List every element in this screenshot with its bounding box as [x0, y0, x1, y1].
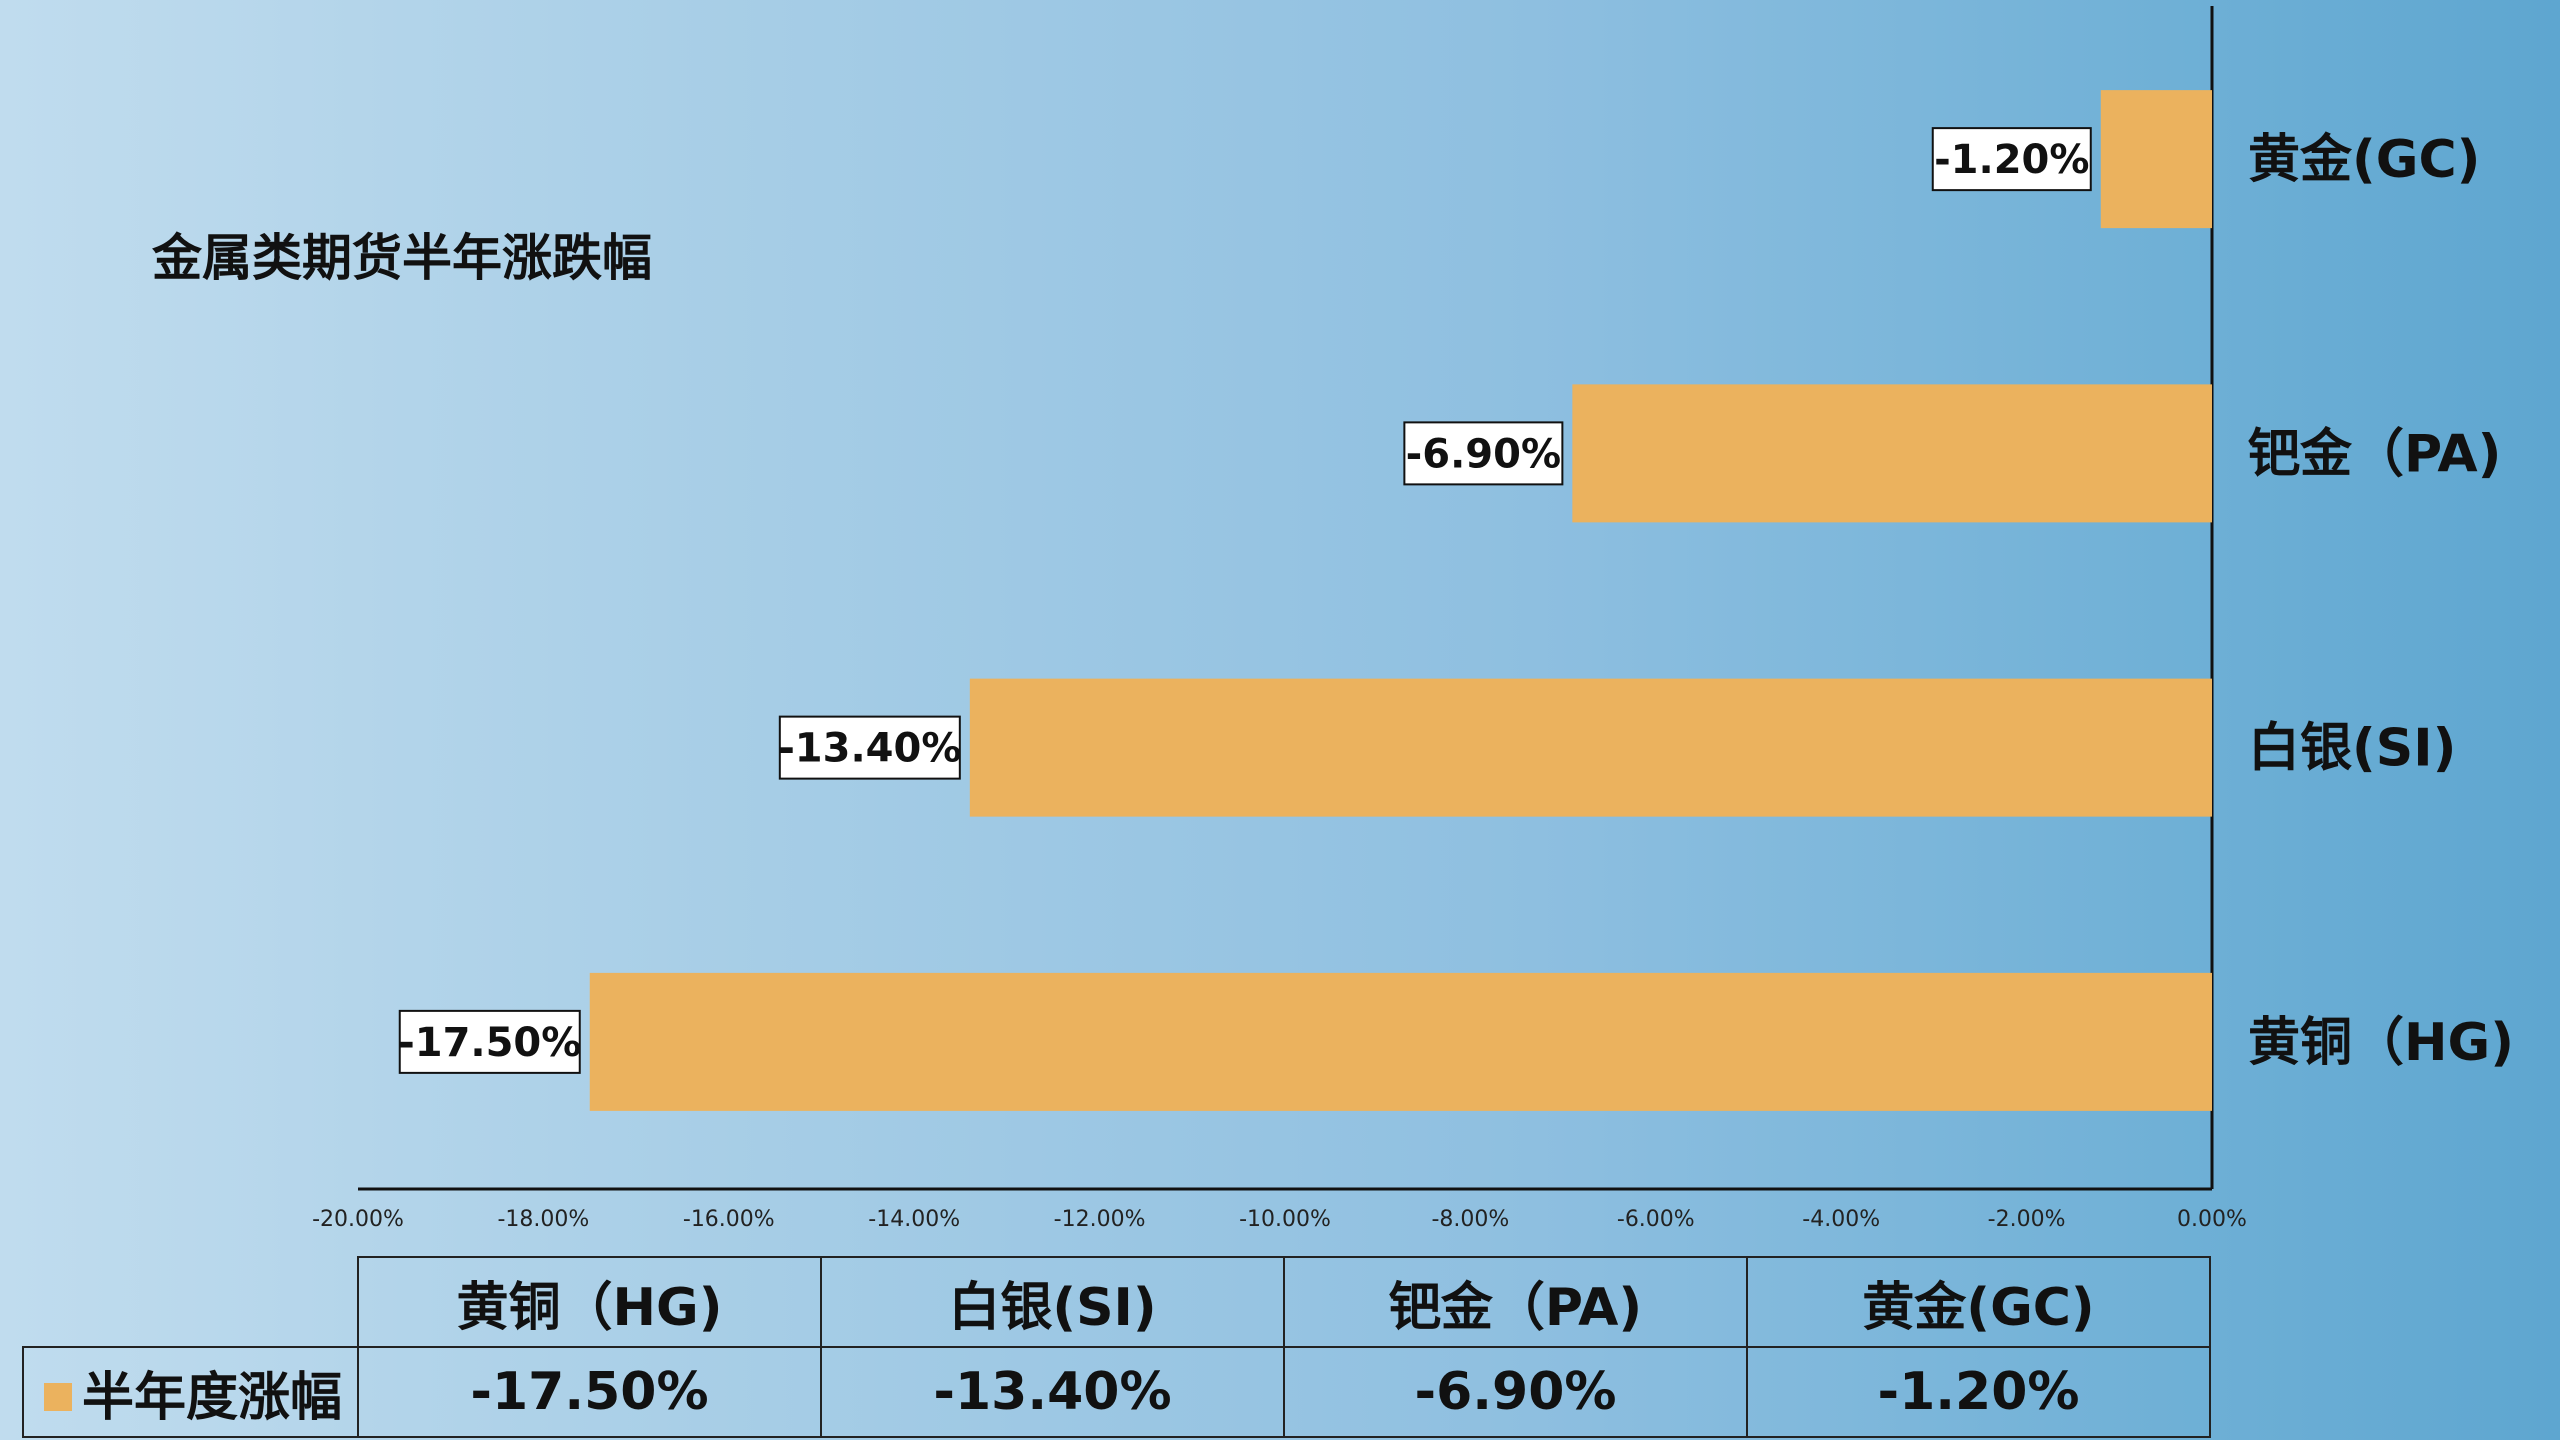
legend-label: 半年度涨幅	[82, 1367, 343, 1428]
bar	[1572, 384, 2212, 523]
bar	[2100, 90, 2212, 229]
bar	[589, 972, 2212, 1111]
x-tick-label: -4.00%	[1802, 1207, 1880, 1232]
data-table-col-header: 黄金(GC)	[1746, 1256, 2211, 1348]
category-label: 钯金（PA)	[2248, 424, 2501, 484]
x-tick-label: 0.00%	[2177, 1207, 2247, 1232]
data-label: -1.20%	[1934, 137, 2089, 183]
category-label: 黄金(GC)	[2248, 130, 2480, 190]
bar	[969, 678, 2212, 817]
x-tick-label: -6.00%	[1617, 1207, 1695, 1232]
category-label: 黄铜（HG)	[2248, 1013, 2514, 1073]
data-label: -13.40%	[778, 726, 961, 772]
legend-swatch	[44, 1382, 72, 1411]
data-table: 黄铜（HG) 白银(SI) 钯金（PA) 黄金(GC) 半年度涨幅 -17.50…	[22, 1256, 2211, 1438]
x-tick-label: -16.00%	[683, 1207, 775, 1232]
data-table-corner	[23, 1257, 359, 1348]
category-label: 白银(SI)	[2248, 719, 2456, 779]
data-table-value: -6.90%	[1283, 1346, 1748, 1438]
data-table-header-row: 黄铜（HG) 白银(SI) 钯金（PA) 黄金(GC)	[23, 1256, 2211, 1348]
data-table-col-header: 钯金（PA)	[1283, 1256, 1748, 1348]
data-label: -6.90%	[1406, 431, 1561, 477]
x-tick-label: -10.00%	[1239, 1207, 1331, 1232]
data-table-col-header: 白银(SI)	[820, 1256, 1285, 1348]
data-label-box	[1931, 127, 2092, 192]
x-tick-label: -2.00%	[1988, 1207, 2066, 1232]
x-tick-label: -8.00%	[1431, 1207, 1509, 1232]
data-table-value: -1.20%	[1746, 1346, 2211, 1438]
data-label-box	[398, 1009, 581, 1074]
data-table-value: -17.50%	[357, 1346, 822, 1438]
chart-title: 金属类期货半年涨跌幅	[152, 229, 652, 287]
data-table-value-row: 半年度涨幅 -17.50% -13.40% -6.90% -1.20%	[22, 1346, 2211, 1438]
data-table-col-header: 黄铜（HG)	[357, 1256, 822, 1348]
data-label: -17.50%	[398, 1020, 581, 1066]
data-table-value: -13.40%	[820, 1346, 1285, 1438]
data-label-box	[1403, 421, 1564, 486]
data-label-box	[778, 715, 961, 780]
data-table-legend-cell: 半年度涨幅	[22, 1346, 359, 1438]
x-tick-label: -12.00%	[1054, 1207, 1146, 1232]
x-tick-label: -18.00%	[497, 1207, 589, 1232]
x-tick-label: -20.00%	[312, 1207, 404, 1232]
x-tick-label: -14.00%	[868, 1207, 960, 1232]
